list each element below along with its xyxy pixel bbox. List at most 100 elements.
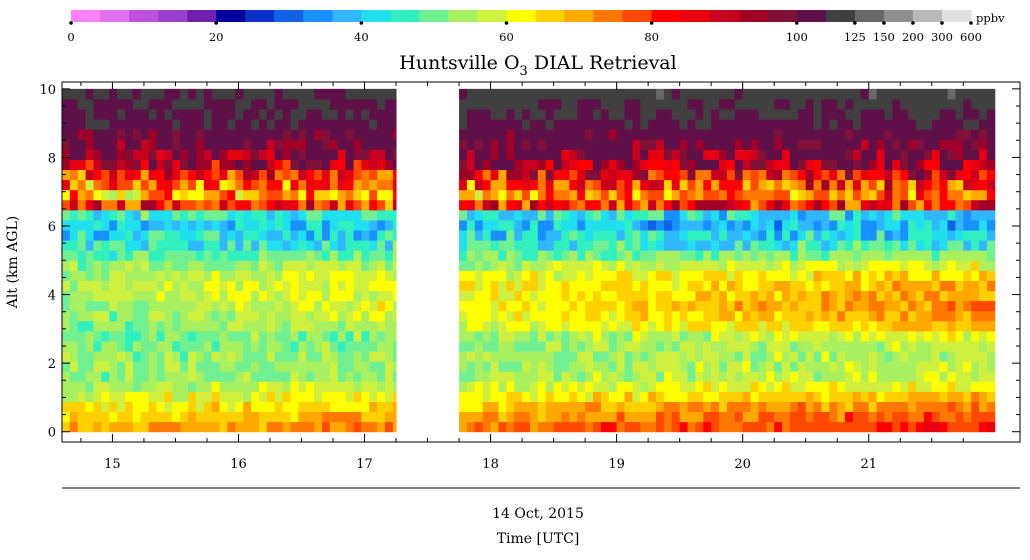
heatmap-cell	[971, 290, 980, 302]
heatmap-cell	[845, 189, 854, 201]
heatmap-cell	[156, 98, 165, 110]
heatmap-cell	[789, 179, 799, 191]
heatmap-cell	[369, 391, 378, 402]
heatmap-cell	[971, 421, 980, 433]
heatmap-cell	[884, 219, 893, 231]
colorbar-swatch	[216, 10, 246, 22]
heatmap-cell	[553, 88, 562, 100]
heatmap-cell	[624, 219, 633, 231]
heatmap-cell	[711, 109, 720, 120]
heatmap-cell	[947, 290, 956, 302]
heatmap-cell	[813, 401, 822, 413]
heatmap-cell	[687, 98, 696, 110]
heatmap-cell	[632, 401, 641, 413]
heatmap-cell	[529, 340, 539, 352]
heatmap-cell	[742, 340, 752, 352]
heatmap-cell	[900, 219, 909, 231]
heatmap-cell	[766, 169, 775, 181]
heatmap-cell	[585, 149, 594, 160]
heatmap-cell	[251, 149, 260, 160]
heatmap-cell	[345, 240, 354, 251]
heatmap-cell	[782, 109, 791, 120]
heatmap-cell	[385, 240, 394, 251]
heatmap-cell	[298, 250, 307, 261]
heatmap-cell	[821, 219, 830, 231]
heatmap-cell	[132, 250, 142, 261]
heatmap-cell	[750, 340, 759, 352]
heatmap-cell	[679, 361, 689, 372]
heatmap-cell	[203, 401, 213, 413]
heatmap-cell	[329, 159, 339, 171]
heatmap-cell	[77, 270, 87, 281]
heatmap-cell	[101, 401, 110, 413]
heatmap-cell	[553, 290, 562, 302]
heatmap-cell	[656, 219, 665, 231]
heatmap-cell	[687, 351, 696, 362]
heatmap-cell	[782, 149, 791, 160]
heatmap-cell	[77, 280, 87, 292]
heatmap-cell	[774, 98, 783, 110]
heatmap-cell	[719, 300, 728, 312]
heatmap-cell	[490, 371, 499, 382]
heatmap-cell	[797, 401, 807, 413]
heatmap-cell	[459, 109, 468, 120]
heatmap-cell	[813, 88, 822, 100]
heatmap-cell	[553, 250, 562, 261]
heatmap-cell	[553, 209, 562, 221]
heatmap-cell	[608, 310, 618, 322]
heatmap-cell	[679, 310, 689, 322]
heatmap-cell	[868, 401, 878, 413]
heatmap-cell	[321, 421, 331, 433]
heatmap-cell	[829, 250, 838, 261]
heatmap-cell	[251, 401, 260, 413]
heatmap-cell	[314, 230, 323, 241]
heatmap-cell	[734, 159, 744, 171]
heatmap-cell	[529, 300, 539, 312]
colorbar-tick-label: 0	[67, 30, 74, 44]
heatmap-cell	[180, 300, 189, 312]
heatmap-cell	[125, 381, 134, 392]
heatmap-cell	[314, 209, 323, 221]
heatmap-cell	[392, 139, 397, 150]
heatmap-cell	[971, 371, 980, 382]
heatmap-cell	[734, 361, 744, 372]
heatmap-cell	[577, 88, 586, 100]
heatmap-cell	[140, 300, 150, 312]
heatmap-cell	[203, 219, 213, 231]
heatmap-cell	[132, 361, 142, 372]
heatmap-cell	[971, 209, 980, 221]
heatmap-cell	[656, 330, 665, 342]
heatmap-cell	[125, 169, 134, 181]
heatmap-cell	[321, 371, 331, 382]
heatmap-cell	[243, 230, 252, 241]
heatmap-cell	[109, 340, 118, 352]
heatmap-cell	[227, 139, 236, 150]
heatmap-cell	[821, 189, 830, 201]
heatmap-cell	[392, 361, 397, 372]
heatmap-cell	[62, 280, 71, 292]
heatmap-cell	[608, 351, 618, 362]
heatmap-cell	[916, 119, 925, 130]
heatmap-cell	[211, 411, 221, 423]
heatmap-cell	[251, 340, 260, 352]
heatmap-cell	[703, 310, 712, 322]
heatmap-cell	[227, 290, 236, 302]
heatmap-cell	[361, 330, 370, 342]
heatmap-cell	[963, 411, 972, 423]
heatmap-cell	[758, 290, 767, 302]
heatmap-cell	[514, 189, 523, 201]
heatmap-cell	[392, 270, 397, 281]
heatmap-cell	[632, 199, 641, 211]
heatmap-cell	[180, 371, 189, 382]
heatmap-cell	[813, 290, 822, 302]
heatmap-cell	[679, 340, 689, 352]
heatmap-cell	[329, 189, 339, 201]
heatmap-cell	[498, 129, 507, 140]
heatmap-cell	[916, 401, 925, 413]
heatmap-cell	[892, 371, 901, 382]
heatmap-cell	[545, 401, 555, 413]
heatmap-cell	[593, 209, 602, 221]
heatmap-cell	[337, 230, 347, 241]
heatmap-cell	[616, 219, 626, 231]
heatmap-cell	[892, 290, 901, 302]
